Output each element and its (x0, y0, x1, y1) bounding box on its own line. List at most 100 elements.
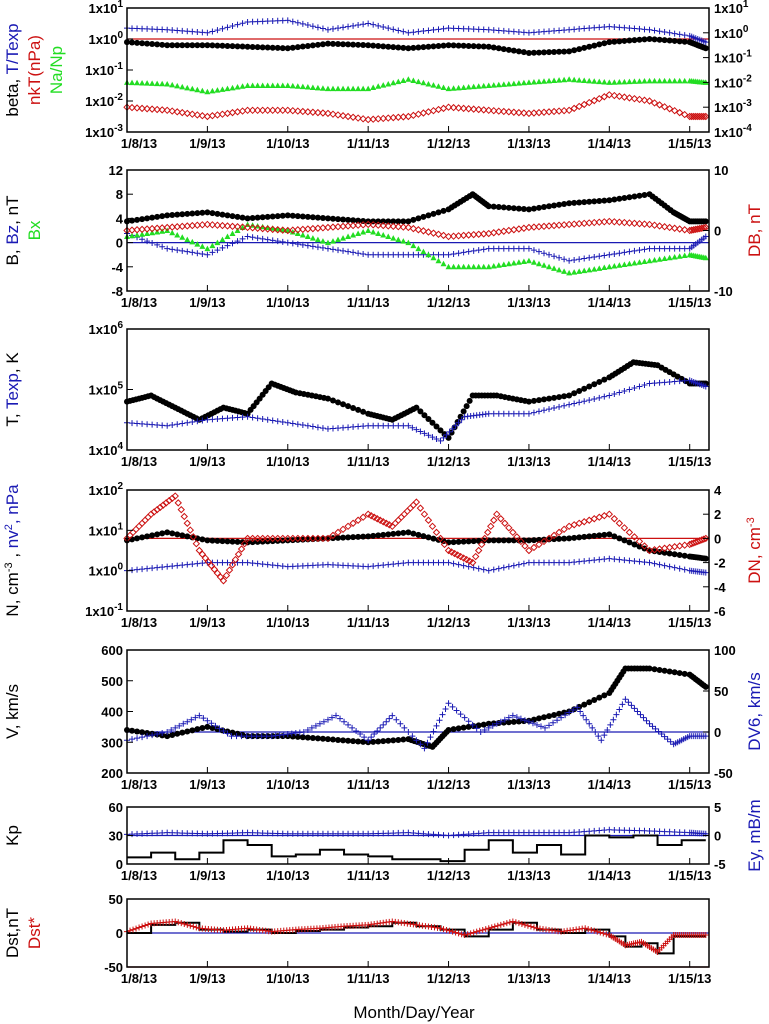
data-point-plus (420, 559, 427, 566)
data-point-plus (621, 24, 628, 31)
data-point-plus (646, 720, 653, 727)
data-point-plus (702, 383, 709, 390)
data-point-diamond (692, 112, 700, 121)
y2-tick-label: 100 (714, 643, 736, 658)
data-point-diamond (580, 100, 588, 109)
data-point-dot (551, 48, 558, 55)
data-point-triangle (505, 260, 512, 267)
series-2 (124, 76, 709, 95)
data-point-dot (269, 44, 276, 51)
y2-tick-label: 1x100 (714, 24, 749, 41)
data-point-plus (595, 733, 602, 740)
data-point-triangle (646, 77, 653, 84)
data-point-diamond (469, 105, 478, 113)
data-point-plus (189, 561, 196, 568)
data-point-dot (676, 38, 683, 45)
data-point-plus (495, 565, 502, 572)
data-point-dot (541, 396, 548, 403)
data-point-triangle (515, 80, 522, 86)
y-tick-label: 600 (101, 643, 123, 658)
data-point-dot (154, 41, 161, 48)
data-point-diamond (650, 221, 659, 229)
data-point-plus (234, 414, 241, 421)
data-point-diamond (685, 226, 694, 235)
data-point-dot (294, 213, 301, 220)
data-point-plus (374, 727, 381, 734)
data-point-plus (144, 733, 151, 740)
data-point-plus (130, 926, 137, 933)
data-point-plus (556, 27, 563, 34)
data-point-plus (289, 830, 296, 837)
data-point-triangle (656, 77, 663, 84)
data-point-triangle (556, 77, 563, 83)
data-point-plus (154, 26, 161, 33)
data-point-dot (184, 210, 191, 217)
data-point-dot (139, 40, 146, 47)
data-point-plus (349, 724, 356, 731)
data-point-dot (470, 538, 477, 545)
data-point-triangle (385, 80, 392, 87)
data-point-plus (616, 250, 623, 257)
data-point-plus (229, 23, 236, 30)
data-point-plus (582, 925, 589, 932)
data-point-plus (480, 26, 487, 33)
data-point-diamond (610, 91, 619, 100)
data-point-diamond (258, 534, 267, 543)
tick-mantissa: 1x10 (714, 51, 743, 66)
data-point-plus (460, 562, 467, 569)
data-point-diamond (198, 112, 207, 120)
data-point-plus (276, 732, 283, 739)
data-point-diamond (379, 221, 387, 230)
data-point-plus (475, 26, 482, 33)
y-tick-label: -50 (104, 960, 123, 975)
label-part: DV6, km/s (745, 672, 764, 750)
data-point-plus (345, 248, 352, 255)
data-point-plus (234, 829, 241, 836)
y-axis-label-2: nkT(nPa) (25, 35, 44, 105)
data-point-dot (174, 730, 181, 737)
data-point-dot (134, 535, 141, 542)
data-point-plus (229, 240, 236, 247)
data-point-plus (238, 733, 245, 740)
data-point-plus (546, 722, 553, 729)
data-point-dot (465, 538, 472, 545)
data-point-plus (214, 27, 221, 34)
data-point-plus (400, 560, 407, 567)
data-point-plus (360, 21, 367, 28)
data-point-plus (139, 923, 146, 930)
data-point-plus (144, 565, 151, 572)
data-point-diamond (309, 108, 317, 116)
data-point-plus (628, 702, 635, 709)
data-point-triangle (380, 82, 387, 88)
data-point-plus (442, 705, 449, 712)
data-point-plus (676, 565, 683, 572)
data-point-plus (445, 25, 452, 32)
data-point-diamond (268, 225, 277, 234)
data-point-diamond (253, 224, 262, 232)
series-0 (124, 36, 709, 56)
data-point-plus (616, 706, 623, 713)
data-point-plus (515, 920, 522, 927)
data-point-dot (415, 215, 422, 222)
data-point-plus (254, 829, 261, 836)
data-point-dot (490, 44, 497, 51)
data-point-dot (681, 670, 688, 677)
data-point-plus (561, 829, 568, 836)
data-point-plus (370, 251, 377, 258)
data-point-plus (500, 27, 507, 34)
series-2 (124, 221, 709, 276)
data-point-dot (676, 552, 683, 559)
data-point-dot (254, 214, 261, 221)
data-point-dot (586, 198, 593, 205)
data-point-triangle (576, 268, 583, 274)
data-point-triangle (470, 83, 477, 90)
data-point-dot (139, 216, 146, 223)
data-point-plus (314, 244, 321, 251)
data-point-plus (405, 422, 412, 429)
data-point-plus (335, 425, 342, 432)
data-point-plus (309, 562, 316, 569)
data-point-plus (622, 696, 629, 703)
data-point-plus (488, 924, 495, 931)
data-point-plus (591, 395, 598, 402)
data-point-diamond (294, 534, 302, 543)
